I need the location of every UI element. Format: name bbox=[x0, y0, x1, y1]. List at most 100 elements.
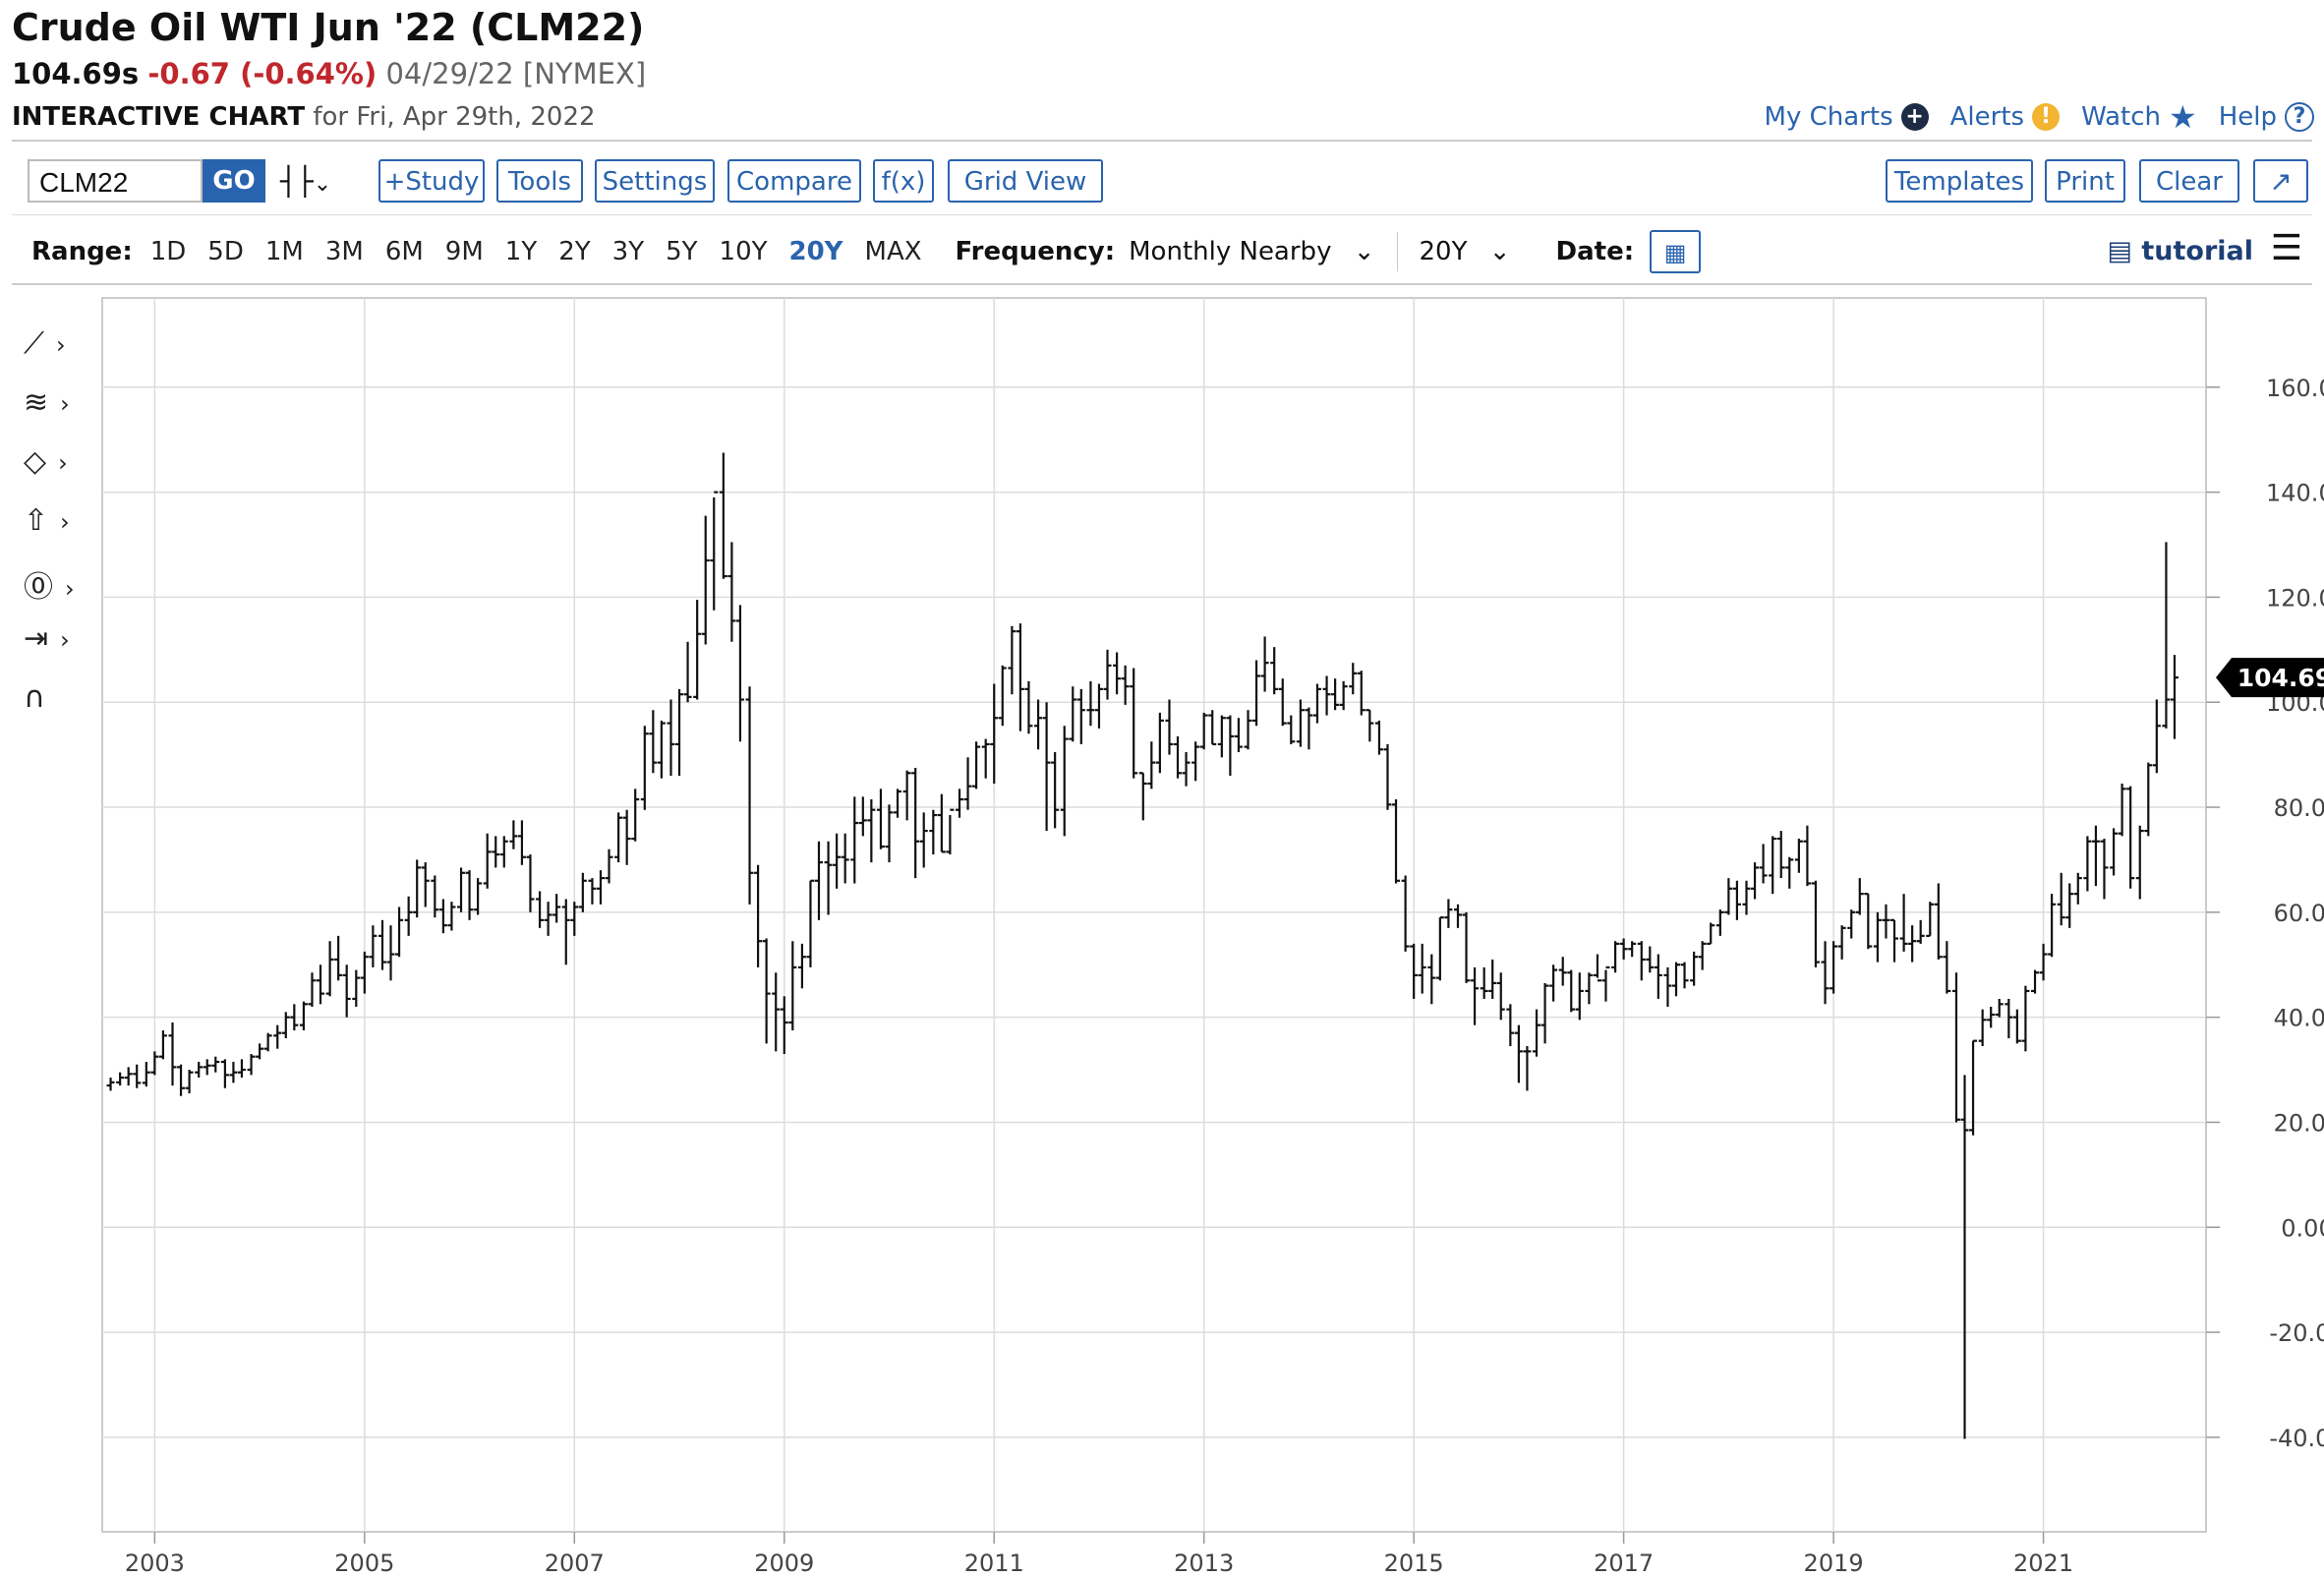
ohlc-bar bbox=[203, 1059, 211, 1076]
range-1d[interactable]: 1D bbox=[149, 237, 187, 266]
compare-button[interactable]: Compare bbox=[727, 159, 861, 203]
ohlc-bar bbox=[1016, 623, 1024, 731]
ohlc-bar bbox=[116, 1072, 125, 1086]
chevron-right-icon: › bbox=[60, 390, 70, 418]
ohlc-bar bbox=[142, 1062, 150, 1087]
alerts-link[interactable]: Alerts ! bbox=[1950, 98, 2061, 136]
x-tick-label: 2019 bbox=[1804, 1550, 1864, 1577]
frequency-select[interactable]: Monthly Nearby ⌄ bbox=[1129, 237, 1374, 266]
settings-button[interactable]: Settings bbox=[595, 159, 715, 203]
x-tick-label: 2011 bbox=[964, 1550, 1024, 1577]
measure-icon: ⇥ bbox=[24, 621, 49, 656]
y-tick-label: -20.00 bbox=[2269, 1319, 2324, 1347]
ohlc-bar bbox=[2031, 969, 2040, 994]
ohlc-bar bbox=[1943, 941, 1951, 994]
quote-date-exchange: 04/29/22 [NYMEX] bbox=[385, 57, 647, 90]
ohlc-bar bbox=[438, 899, 447, 934]
help-label: Help bbox=[2218, 102, 2277, 132]
chevron-down-icon: ⌄ bbox=[313, 172, 332, 197]
ohlc-bar bbox=[499, 836, 508, 868]
range-20y[interactable]: 20Y bbox=[788, 237, 843, 266]
symbol-input[interactable]: CLM22 bbox=[28, 159, 203, 203]
range-max[interactable]: MAX bbox=[864, 237, 922, 266]
y-tick-label: 40.00 bbox=[2274, 1005, 2324, 1032]
calendar-icon[interactable]: ▦ bbox=[1650, 230, 1702, 273]
range-1y[interactable]: 1Y bbox=[504, 237, 538, 266]
expand-icon[interactable]: ↗ bbox=[2253, 159, 2308, 203]
range-5d[interactable]: 5D bbox=[207, 237, 244, 266]
film-icon: ▤ bbox=[2107, 236, 2132, 266]
ohlc-bar bbox=[1401, 875, 1410, 952]
plot-frame bbox=[101, 297, 2207, 1533]
ohlc-bar bbox=[1051, 751, 1060, 829]
ohlc-bar bbox=[317, 965, 325, 1005]
ohlc-bar bbox=[247, 1054, 256, 1076]
top-links: My Charts + Alerts ! Watch ★ Help ? bbox=[1765, 98, 2314, 136]
x-tick-label: 2017 bbox=[1594, 1550, 1654, 1577]
tools-button[interactable]: Tools bbox=[496, 159, 583, 203]
range-10y[interactable]: 10Y bbox=[719, 237, 768, 266]
study-button[interactable]: +Study bbox=[378, 159, 485, 203]
annotation-tool[interactable]: ⓪ › bbox=[24, 562, 75, 606]
magnet-tool[interactable]: ∩ bbox=[24, 680, 45, 715]
ohlc-bar bbox=[1680, 962, 1689, 989]
arrow-tool[interactable]: ⇧ › bbox=[24, 503, 70, 538]
multi-line-tool[interactable]: ≋ › bbox=[24, 385, 70, 420]
clear-button[interactable]: Clear bbox=[2139, 159, 2239, 203]
fx-button[interactable]: f(x) bbox=[873, 159, 934, 203]
ohlc-bar bbox=[168, 1022, 177, 1086]
ohlc-bar bbox=[281, 1012, 290, 1038]
parallel-lines-icon: ≋ bbox=[24, 385, 49, 420]
ohlc-bars bbox=[106, 452, 2179, 1439]
ohlc-bar bbox=[1471, 966, 1480, 1025]
watch-link[interactable]: Watch ★ bbox=[2081, 98, 2197, 136]
tutorial-link[interactable]: ▤ tutorial bbox=[2107, 236, 2253, 266]
templates-button[interactable]: Templates bbox=[1886, 159, 2033, 203]
my-charts-link[interactable]: My Charts + bbox=[1765, 98, 1929, 136]
measure-tool[interactable]: ⇥ › bbox=[24, 621, 70, 656]
x-tick-label: 2021 bbox=[2013, 1550, 2073, 1577]
ohlc-bar bbox=[1628, 941, 1637, 958]
go-button[interactable]: GO bbox=[203, 159, 265, 203]
ohlc-bar bbox=[631, 789, 640, 842]
plus-circle-icon: + bbox=[1900, 103, 1929, 131]
ohlc-bar bbox=[526, 854, 535, 912]
help-link[interactable]: Help ? bbox=[2219, 98, 2314, 136]
y-tick-label: 60.00 bbox=[2274, 900, 2324, 927]
date-label: Date: bbox=[1555, 237, 1635, 266]
page-title: Crude Oil WTI Jun '22 (CLM22) bbox=[12, 6, 645, 49]
ohlc-bar bbox=[649, 710, 658, 774]
grid-view-button[interactable]: Grid View bbox=[948, 159, 1103, 203]
ohlc-bar bbox=[570, 902, 579, 936]
ohlc-bar bbox=[1785, 856, 1794, 889]
ohlc-bar bbox=[211, 1056, 220, 1073]
menu-icon[interactable]: ☰ bbox=[2270, 228, 2302, 268]
ohlc-bar bbox=[378, 919, 386, 970]
ohlc-bar bbox=[1663, 966, 1672, 1007]
range-1m[interactable]: 1M bbox=[264, 237, 304, 266]
ohlc-bar bbox=[998, 665, 1007, 727]
shape-tool[interactable]: ◇ › bbox=[24, 444, 68, 479]
ohlc-bar bbox=[1847, 909, 1856, 939]
line-tool[interactable]: ⟋ › bbox=[24, 326, 66, 361]
range-3m[interactable]: 3M bbox=[324, 237, 364, 266]
ohlc-bar bbox=[841, 833, 849, 884]
ohlc-bar bbox=[2152, 699, 2161, 774]
period-select[interactable]: 20Y ⌄ bbox=[1420, 237, 1511, 266]
ohlc-bar bbox=[858, 796, 867, 837]
range-3y[interactable]: 3Y bbox=[611, 237, 645, 266]
range-2y[interactable]: 2Y bbox=[558, 237, 591, 266]
chart-grid bbox=[101, 297, 2207, 1533]
ohlc-bar bbox=[447, 902, 456, 931]
ohlc-bar bbox=[2091, 825, 2100, 887]
range-9m[interactable]: 9M bbox=[444, 237, 484, 266]
ohlc-bar bbox=[727, 542, 736, 642]
print-button[interactable]: Print bbox=[2045, 159, 2125, 203]
range-5y[interactable]: 5Y bbox=[666, 237, 698, 266]
bar-type-selector[interactable]: ┤├⌄ bbox=[280, 165, 331, 198]
my-charts-label: My Charts bbox=[1764, 102, 1893, 132]
ohlc-bar bbox=[124, 1067, 133, 1086]
ohlc-bar bbox=[2100, 839, 2109, 900]
range-6m[interactable]: 6M bbox=[384, 237, 424, 266]
